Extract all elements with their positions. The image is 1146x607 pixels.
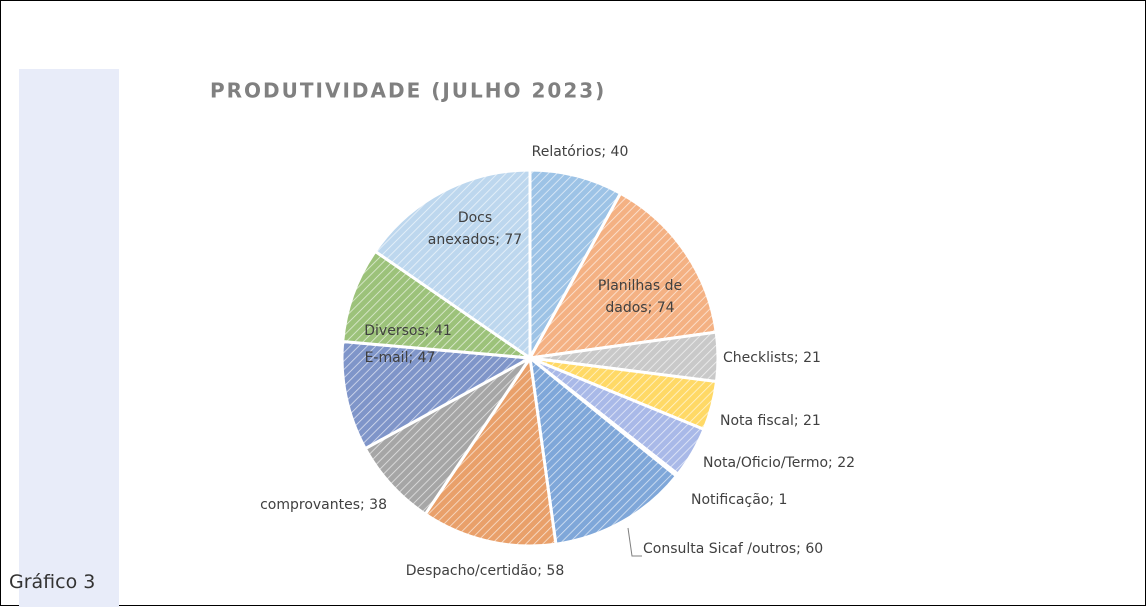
data-label: Consulta Sicaf /outros; 60 (643, 541, 823, 557)
data-label: Notificação; 1 (691, 492, 787, 508)
data-label: Docs anexados; 77 (427, 210, 523, 248)
pie-slice (340, 339, 536, 451)
leader-line (627, 527, 642, 557)
data-label: Planilhas de dados; 74 (597, 278, 683, 316)
pie-slice (373, 168, 532, 361)
pie-slice (527, 354, 679, 546)
data-label-box: Docs anexados; 77 (427, 210, 523, 248)
pie-slice (423, 353, 558, 548)
data-label: Nota fiscal; 21 (720, 413, 821, 429)
data-label: Relatórios; 40 (532, 144, 629, 160)
data-label: Despacho/certidão; 58 (406, 563, 564, 579)
data-label: comprovantes; 38 (260, 497, 387, 513)
side-panel (19, 69, 119, 607)
caption: Gráfico 3 (9, 571, 96, 593)
pie-slice (528, 168, 623, 359)
data-label: Nota/Oficio/Termo; 22 (703, 455, 855, 471)
data-label: E-mail; 47 (365, 350, 436, 366)
pie-slice (341, 249, 536, 360)
data-label: Checklists; 21 (723, 350, 821, 366)
data-label-box: Planilhas de dados; 74 (597, 278, 683, 316)
pie-slice (527, 191, 718, 360)
chart-title: PRODUTIVIDADE (JULHO 2023) (210, 79, 606, 103)
data-label: Diversos; 41 (364, 323, 451, 339)
